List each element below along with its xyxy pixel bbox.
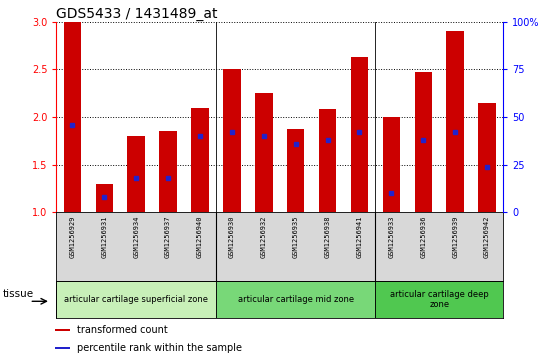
Text: transformed count: transformed count: [77, 325, 167, 335]
Bar: [255, 93, 273, 212]
Bar: [478, 103, 496, 212]
Bar: [128, 136, 145, 212]
Text: GSM1256934: GSM1256934: [133, 216, 139, 258]
Bar: [383, 117, 400, 212]
Bar: [351, 57, 369, 212]
Bar: [376, 281, 503, 318]
Bar: [56, 281, 216, 318]
Text: GSM1256942: GSM1256942: [484, 216, 490, 258]
Text: GSM1256933: GSM1256933: [388, 216, 394, 258]
Text: GSM1256941: GSM1256941: [357, 216, 363, 258]
Bar: [414, 72, 432, 212]
Text: GSM1256938: GSM1256938: [324, 216, 331, 258]
Text: GSM1256937: GSM1256937: [165, 216, 171, 258]
Bar: [216, 281, 376, 318]
Text: articular cartilage mid zone: articular cartilage mid zone: [238, 295, 354, 304]
Bar: [63, 22, 81, 212]
Text: GSM1256940: GSM1256940: [197, 216, 203, 258]
Bar: [55, 329, 70, 331]
Bar: [96, 184, 113, 212]
Bar: [191, 107, 209, 212]
Text: percentile rank within the sample: percentile rank within the sample: [77, 343, 242, 353]
Text: GSM1256936: GSM1256936: [420, 216, 426, 258]
Text: GSM1256935: GSM1256935: [293, 216, 299, 258]
Text: GSM1256939: GSM1256939: [452, 216, 458, 258]
Bar: [447, 31, 464, 212]
Text: GDS5433 / 1431489_at: GDS5433 / 1431489_at: [56, 7, 218, 21]
Bar: [319, 110, 336, 212]
Text: GSM1256932: GSM1256932: [261, 216, 267, 258]
Text: GSM1256929: GSM1256929: [69, 216, 75, 258]
Text: tissue: tissue: [3, 289, 34, 299]
Bar: [159, 131, 177, 212]
Bar: [223, 69, 240, 212]
Bar: [287, 129, 305, 212]
Bar: [55, 347, 70, 349]
Text: GSM1256930: GSM1256930: [229, 216, 235, 258]
Text: articular cartilage superficial zone: articular cartilage superficial zone: [64, 295, 208, 304]
Text: articular cartilage deep
zone: articular cartilage deep zone: [390, 290, 489, 309]
Text: GSM1256931: GSM1256931: [101, 216, 108, 258]
